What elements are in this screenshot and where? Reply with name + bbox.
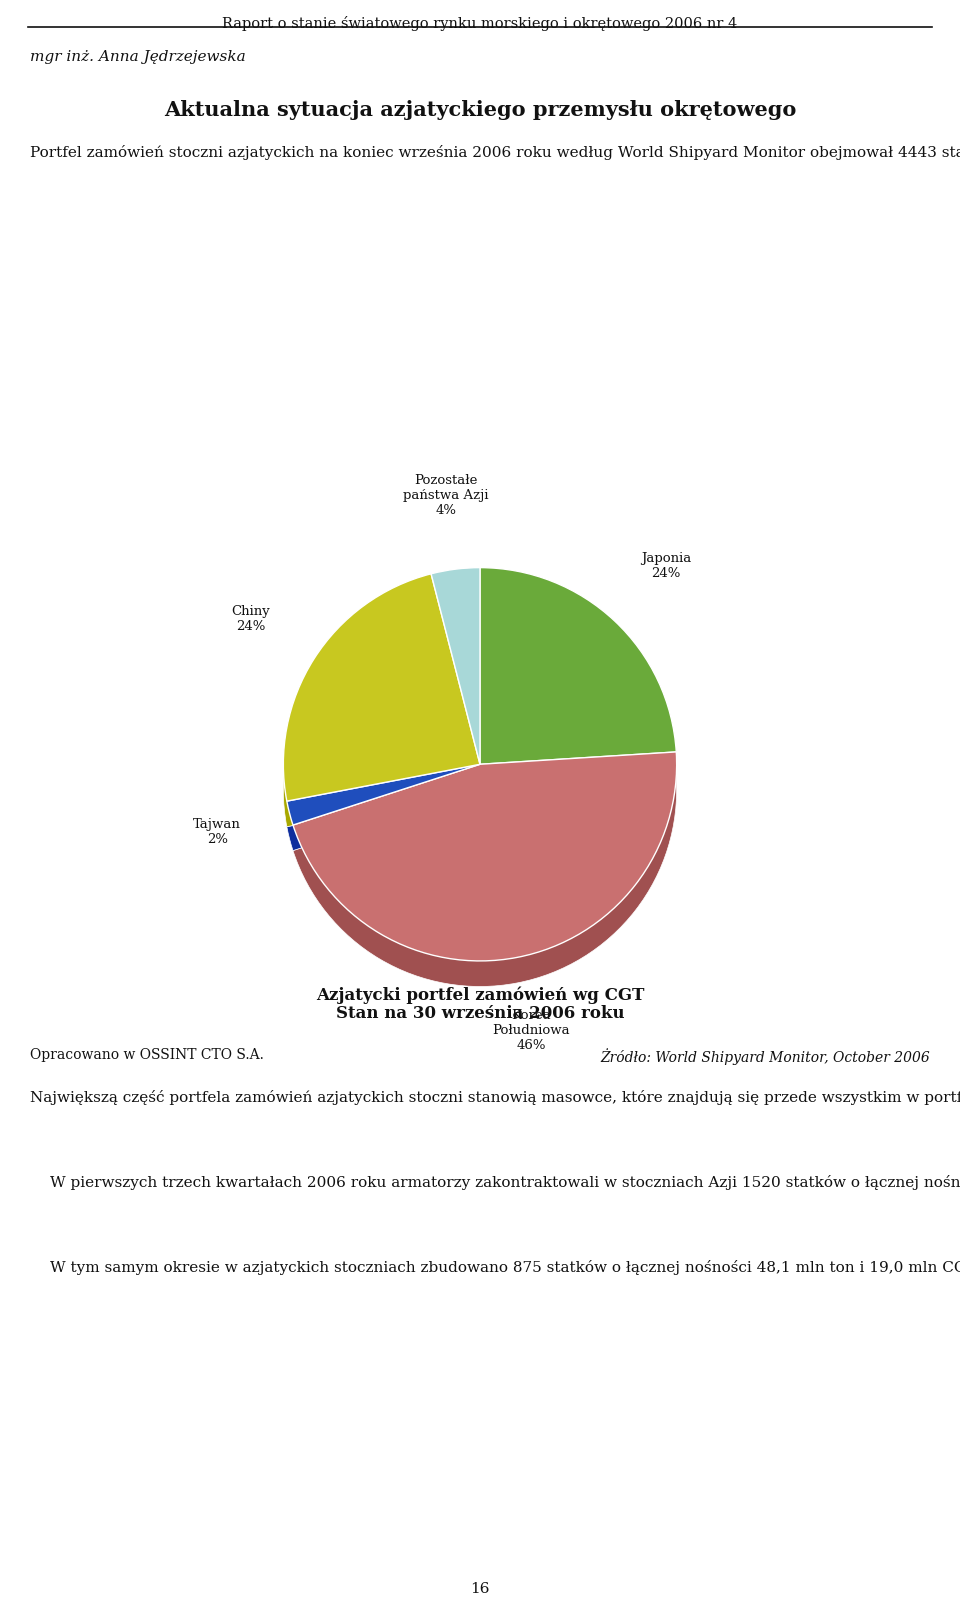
- Wedge shape: [293, 777, 677, 986]
- Text: mgr inż. Anna Jędrzejewska: mgr inż. Anna Jędrzejewska: [30, 50, 246, 64]
- Wedge shape: [293, 751, 677, 961]
- Wedge shape: [431, 568, 480, 764]
- Wedge shape: [480, 594, 676, 790]
- Wedge shape: [283, 574, 480, 801]
- Wedge shape: [480, 568, 676, 764]
- Text: Aktualna sytuacja azjatyckiego przemysłu okrętowego: Aktualna sytuacja azjatyckiego przemysłu…: [164, 100, 796, 121]
- Wedge shape: [287, 790, 480, 851]
- Text: Chiny
24%: Chiny 24%: [231, 605, 270, 632]
- Text: Portfel zamówień stoczni azjatyckich na koniec września 2006 roku według World S: Portfel zamówień stoczni azjatyckich na …: [30, 145, 960, 159]
- Text: W tym samym okresie w azjatyckich stoczniach zbudowano 875 statków o łącznej noś: W tym samym okresie w azjatyckich stoczn…: [50, 1260, 960, 1274]
- Text: Opracowano w OSSINT CTO S.A.: Opracowano w OSSINT CTO S.A.: [30, 1047, 264, 1062]
- Text: Raport o stanie światowego rynku morskiego i okrętowego 2006 nr 4: Raport o stanie światowego rynku morskie…: [223, 16, 737, 31]
- Text: Największą część portfela zamówień azjatyckich stoczni stanowią masowce, które z: Największą część portfela zamówień azjat…: [30, 1089, 960, 1105]
- Text: Tajwan
2%: Tajwan 2%: [193, 817, 241, 846]
- Text: Żródło: World Shipyard Monitor, October 2006: Żródło: World Shipyard Monitor, October …: [600, 1047, 930, 1065]
- Text: Azjatycki portfel zamówień wg CGT: Azjatycki portfel zamówień wg CGT: [316, 986, 644, 1004]
- Text: Stan na 30 września 2006 roku: Stan na 30 września 2006 roku: [336, 1006, 624, 1022]
- Wedge shape: [287, 764, 480, 825]
- Text: Pozostałe
państwa Azji
4%: Pozostałe państwa Azji 4%: [403, 473, 489, 516]
- Text: 16: 16: [470, 1582, 490, 1596]
- Text: Korea
Południowa
46%: Korea Południowa 46%: [492, 1009, 569, 1052]
- Text: Japonia
24%: Japonia 24%: [640, 552, 691, 581]
- Wedge shape: [431, 594, 480, 790]
- Wedge shape: [283, 600, 480, 827]
- Text: W pierwszych trzech kwartałach 2006 roku armatorzy zakontraktowali w stoczniach : W pierwszych trzech kwartałach 2006 roku…: [50, 1175, 960, 1191]
